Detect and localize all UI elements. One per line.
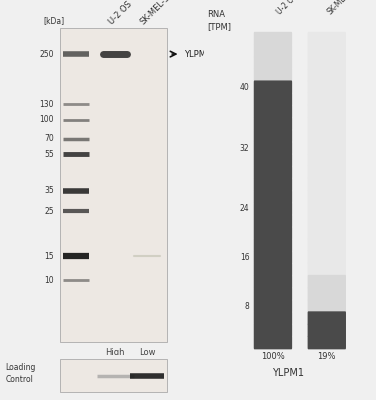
Text: SK-MEL-30: SK-MEL-30: [325, 0, 359, 16]
FancyBboxPatch shape: [308, 178, 346, 191]
FancyBboxPatch shape: [308, 117, 346, 131]
Text: RNA: RNA: [207, 10, 225, 19]
FancyBboxPatch shape: [308, 299, 346, 313]
Text: 250: 250: [39, 50, 54, 58]
Text: 35: 35: [44, 186, 54, 195]
Text: [kDa]: [kDa]: [43, 16, 65, 25]
FancyBboxPatch shape: [254, 129, 292, 143]
FancyBboxPatch shape: [254, 299, 292, 313]
FancyBboxPatch shape: [308, 32, 346, 46]
FancyBboxPatch shape: [308, 68, 346, 82]
FancyBboxPatch shape: [308, 92, 346, 106]
FancyBboxPatch shape: [308, 275, 346, 288]
FancyBboxPatch shape: [254, 324, 292, 337]
FancyBboxPatch shape: [254, 44, 292, 58]
FancyBboxPatch shape: [254, 166, 292, 179]
FancyBboxPatch shape: [254, 336, 292, 349]
Text: 19%: 19%: [318, 352, 336, 362]
FancyBboxPatch shape: [254, 178, 292, 191]
FancyBboxPatch shape: [254, 250, 292, 264]
FancyBboxPatch shape: [254, 32, 292, 46]
Text: High: High: [106, 348, 125, 357]
Text: 100%: 100%: [261, 352, 285, 362]
FancyBboxPatch shape: [308, 141, 346, 155]
FancyBboxPatch shape: [254, 202, 292, 216]
FancyBboxPatch shape: [308, 238, 346, 252]
Text: YLPM1: YLPM1: [184, 50, 211, 58]
FancyBboxPatch shape: [308, 166, 346, 179]
FancyBboxPatch shape: [59, 359, 167, 392]
FancyBboxPatch shape: [254, 214, 292, 228]
FancyBboxPatch shape: [308, 250, 346, 264]
Text: 16: 16: [240, 253, 249, 262]
FancyBboxPatch shape: [254, 80, 292, 94]
Text: 100: 100: [39, 115, 54, 124]
Text: 32: 32: [240, 144, 249, 152]
FancyBboxPatch shape: [254, 68, 292, 82]
FancyBboxPatch shape: [308, 226, 346, 240]
FancyBboxPatch shape: [254, 56, 292, 70]
Text: U-2 OS: U-2 OS: [274, 0, 299, 16]
Text: 10: 10: [44, 276, 54, 285]
FancyBboxPatch shape: [254, 105, 292, 118]
FancyBboxPatch shape: [254, 153, 292, 167]
Text: Low: Low: [139, 348, 155, 357]
Text: 70: 70: [44, 134, 54, 143]
FancyBboxPatch shape: [254, 141, 292, 155]
Text: YLPM1: YLPM1: [272, 368, 304, 378]
FancyBboxPatch shape: [254, 226, 292, 240]
FancyBboxPatch shape: [308, 44, 346, 58]
FancyBboxPatch shape: [254, 287, 292, 301]
Text: 24: 24: [240, 204, 249, 213]
FancyBboxPatch shape: [308, 324, 346, 337]
FancyBboxPatch shape: [308, 336, 346, 349]
Text: 40: 40: [240, 83, 249, 92]
Text: [TPM]: [TPM]: [207, 22, 231, 31]
Text: U-2 OS: U-2 OS: [107, 0, 134, 26]
Text: 130: 130: [39, 100, 54, 109]
FancyBboxPatch shape: [308, 153, 346, 167]
Text: 15: 15: [44, 252, 54, 261]
FancyBboxPatch shape: [254, 311, 292, 325]
FancyBboxPatch shape: [308, 190, 346, 204]
FancyBboxPatch shape: [254, 117, 292, 131]
FancyBboxPatch shape: [254, 92, 292, 106]
Text: Loading
Control: Loading Control: [6, 364, 36, 384]
FancyBboxPatch shape: [308, 56, 346, 70]
FancyBboxPatch shape: [254, 238, 292, 252]
FancyBboxPatch shape: [308, 287, 346, 301]
FancyBboxPatch shape: [59, 28, 167, 342]
Text: 25: 25: [44, 207, 54, 216]
FancyBboxPatch shape: [308, 214, 346, 228]
FancyBboxPatch shape: [308, 80, 346, 94]
Text: 55: 55: [44, 150, 54, 159]
FancyBboxPatch shape: [308, 263, 346, 276]
FancyBboxPatch shape: [308, 311, 346, 325]
FancyBboxPatch shape: [254, 190, 292, 204]
FancyBboxPatch shape: [254, 275, 292, 288]
FancyBboxPatch shape: [308, 105, 346, 118]
Text: SK-MEL-30: SK-MEL-30: [139, 0, 176, 26]
FancyBboxPatch shape: [308, 129, 346, 143]
FancyBboxPatch shape: [308, 202, 346, 216]
Text: 8: 8: [245, 302, 249, 310]
FancyBboxPatch shape: [254, 263, 292, 276]
